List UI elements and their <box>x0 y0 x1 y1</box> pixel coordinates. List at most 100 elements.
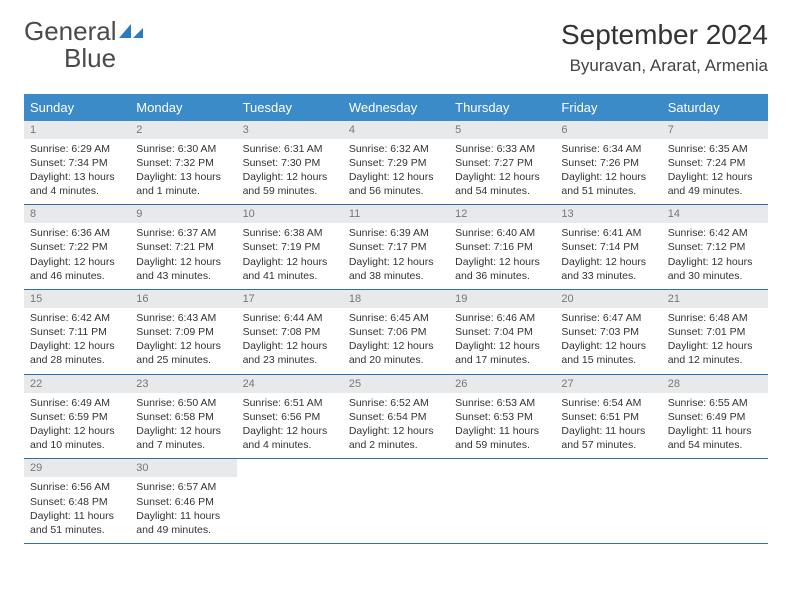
sunrise-text: Sunrise: 6:47 AM <box>561 311 655 325</box>
day-number: 23 <box>130 375 236 393</box>
day-info: Sunrise: 6:48 AMSunset: 7:01 PMDaylight:… <box>662 308 768 374</box>
day-number: 19 <box>449 290 555 308</box>
sunrise-text: Sunrise: 6:36 AM <box>30 226 124 240</box>
daylight-text: Daylight: 11 hours and 54 minutes. <box>668 424 762 452</box>
day-cell: 25Sunrise: 6:52 AMSunset: 6:54 PMDayligh… <box>343 375 449 459</box>
day-info: Sunrise: 6:50 AMSunset: 6:58 PMDaylight:… <box>130 393 236 459</box>
week-row: 1Sunrise: 6:29 AMSunset: 7:34 PMDaylight… <box>24 121 768 206</box>
day-cell: 7Sunrise: 6:35 AMSunset: 7:24 PMDaylight… <box>662 121 768 205</box>
day-cell: 13Sunrise: 6:41 AMSunset: 7:14 PMDayligh… <box>555 205 661 289</box>
day-cell: 10Sunrise: 6:38 AMSunset: 7:19 PMDayligh… <box>237 205 343 289</box>
sunset-text: Sunset: 7:30 PM <box>243 156 337 170</box>
sunset-text: Sunset: 7:04 PM <box>455 325 549 339</box>
day-cell: 22Sunrise: 6:49 AMSunset: 6:59 PMDayligh… <box>24 375 130 459</box>
sunrise-text: Sunrise: 6:45 AM <box>349 311 443 325</box>
daylight-text: Daylight: 12 hours and 49 minutes. <box>668 170 762 198</box>
sunset-text: Sunset: 7:14 PM <box>561 240 655 254</box>
day-info: Sunrise: 6:42 AMSunset: 7:12 PMDaylight:… <box>662 223 768 289</box>
weekday-header: Sunday Monday Tuesday Wednesday Thursday… <box>24 94 768 121</box>
sunset-text: Sunset: 6:49 PM <box>668 410 762 424</box>
day-number: 20 <box>555 290 661 308</box>
sunrise-text: Sunrise: 6:51 AM <box>243 396 337 410</box>
day-number: 2 <box>130 121 236 139</box>
daylight-text: Daylight: 13 hours and 1 minute. <box>136 170 230 198</box>
day-cell: 9Sunrise: 6:37 AMSunset: 7:21 PMDaylight… <box>130 205 236 289</box>
day-info: Sunrise: 6:54 AMSunset: 6:51 PMDaylight:… <box>555 393 661 459</box>
day-info: Sunrise: 6:45 AMSunset: 7:06 PMDaylight:… <box>343 308 449 374</box>
day-number: 25 <box>343 375 449 393</box>
day-cell: 2Sunrise: 6:30 AMSunset: 7:32 PMDaylight… <box>130 121 236 205</box>
weekday-label: Saturday <box>662 94 768 121</box>
daylight-text: Daylight: 12 hours and 59 minutes. <box>243 170 337 198</box>
sunrise-text: Sunrise: 6:35 AM <box>668 142 762 156</box>
sunset-text: Sunset: 7:03 PM <box>561 325 655 339</box>
day-info: Sunrise: 6:31 AMSunset: 7:30 PMDaylight:… <box>237 139 343 205</box>
daylight-text: Daylight: 12 hours and 46 minutes. <box>30 255 124 283</box>
daylight-text: Daylight: 12 hours and 4 minutes. <box>243 424 337 452</box>
day-info: Sunrise: 6:41 AMSunset: 7:14 PMDaylight:… <box>555 223 661 289</box>
day-cell: 12Sunrise: 6:40 AMSunset: 7:16 PMDayligh… <box>449 205 555 289</box>
sunrise-text: Sunrise: 6:46 AM <box>455 311 549 325</box>
sunrise-text: Sunrise: 6:57 AM <box>136 480 230 494</box>
sunrise-text: Sunrise: 6:29 AM <box>30 142 124 156</box>
sunrise-text: Sunrise: 6:32 AM <box>349 142 443 156</box>
day-number: 6 <box>555 121 661 139</box>
day-cell <box>449 459 555 543</box>
weekday-label: Monday <box>130 94 236 121</box>
sunset-text: Sunset: 7:16 PM <box>455 240 549 254</box>
daylight-text: Daylight: 12 hours and 43 minutes. <box>136 255 230 283</box>
day-cell: 4Sunrise: 6:32 AMSunset: 7:29 PMDaylight… <box>343 121 449 205</box>
sunrise-text: Sunrise: 6:52 AM <box>349 396 443 410</box>
weekday-label: Sunday <box>24 94 130 121</box>
sunrise-text: Sunrise: 6:43 AM <box>136 311 230 325</box>
sunrise-text: Sunrise: 6:39 AM <box>349 226 443 240</box>
day-info: Sunrise: 6:57 AMSunset: 6:46 PMDaylight:… <box>130 477 236 543</box>
day-number: 10 <box>237 205 343 223</box>
day-number: 8 <box>24 205 130 223</box>
sunrise-text: Sunrise: 6:56 AM <box>30 480 124 494</box>
day-number: 17 <box>237 290 343 308</box>
day-number: 15 <box>24 290 130 308</box>
sunrise-text: Sunrise: 6:30 AM <box>136 142 230 156</box>
day-info: Sunrise: 6:55 AMSunset: 6:49 PMDaylight:… <box>662 393 768 459</box>
sunrise-text: Sunrise: 6:44 AM <box>243 311 337 325</box>
day-cell <box>662 459 768 543</box>
daylight-text: Daylight: 12 hours and 25 minutes. <box>136 339 230 367</box>
sunrise-text: Sunrise: 6:55 AM <box>668 396 762 410</box>
sunset-text: Sunset: 6:48 PM <box>30 495 124 509</box>
day-number: 22 <box>24 375 130 393</box>
sunset-text: Sunset: 7:08 PM <box>243 325 337 339</box>
sunset-text: Sunset: 6:46 PM <box>136 495 230 509</box>
daylight-text: Daylight: 13 hours and 4 minutes. <box>30 170 124 198</box>
sunrise-text: Sunrise: 6:31 AM <box>243 142 337 156</box>
logo-word-2: Blue <box>64 43 116 73</box>
daylight-text: Daylight: 12 hours and 51 minutes. <box>561 170 655 198</box>
sunrise-text: Sunrise: 6:42 AM <box>668 226 762 240</box>
day-cell <box>237 459 343 543</box>
page-title: September 2024 <box>561 18 768 52</box>
day-number: 14 <box>662 205 768 223</box>
day-info: Sunrise: 6:40 AMSunset: 7:16 PMDaylight:… <box>449 223 555 289</box>
day-cell <box>343 459 449 543</box>
day-cell: 15Sunrise: 6:42 AMSunset: 7:11 PMDayligh… <box>24 290 130 374</box>
day-number: 26 <box>449 375 555 393</box>
day-info: Sunrise: 6:52 AMSunset: 6:54 PMDaylight:… <box>343 393 449 459</box>
sunrise-text: Sunrise: 6:50 AM <box>136 396 230 410</box>
sunset-text: Sunset: 6:58 PM <box>136 410 230 424</box>
daylight-text: Daylight: 12 hours and 41 minutes. <box>243 255 337 283</box>
weekday-label: Tuesday <box>237 94 343 121</box>
day-number: 1 <box>24 121 130 139</box>
day-number: 5 <box>449 121 555 139</box>
daylight-text: Daylight: 12 hours and 38 minutes. <box>349 255 443 283</box>
logo: General Blue <box>24 18 145 72</box>
sunrise-text: Sunrise: 6:41 AM <box>561 226 655 240</box>
day-cell: 16Sunrise: 6:43 AMSunset: 7:09 PMDayligh… <box>130 290 236 374</box>
day-cell: 1Sunrise: 6:29 AMSunset: 7:34 PMDaylight… <box>24 121 130 205</box>
day-number: 27 <box>555 375 661 393</box>
daylight-text: Daylight: 12 hours and 2 minutes. <box>349 424 443 452</box>
daylight-text: Daylight: 12 hours and 33 minutes. <box>561 255 655 283</box>
day-number: 7 <box>662 121 768 139</box>
day-info: Sunrise: 6:36 AMSunset: 7:22 PMDaylight:… <box>24 223 130 289</box>
day-info: Sunrise: 6:46 AMSunset: 7:04 PMDaylight:… <box>449 308 555 374</box>
location-text: Byuravan, Ararat, Armenia <box>561 56 768 76</box>
